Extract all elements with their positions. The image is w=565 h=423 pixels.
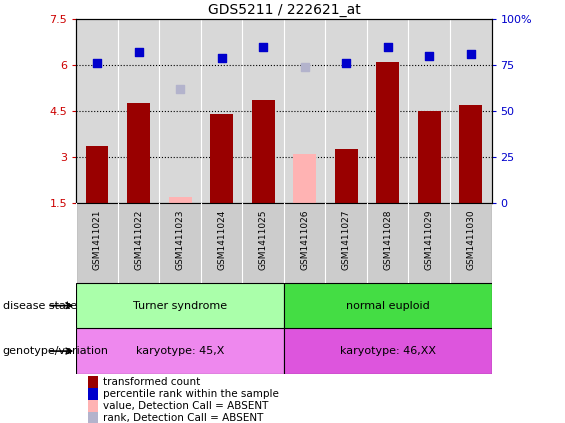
- Point: [93, 60, 102, 66]
- Text: GSM1411021: GSM1411021: [93, 209, 102, 270]
- Bar: [293, 154, 316, 203]
- Text: GSM1411026: GSM1411026: [300, 209, 309, 270]
- Text: percentile rank within the sample: percentile rank within the sample: [103, 389, 279, 399]
- Title: GDS5211 / 222621_at: GDS5211 / 222621_at: [207, 3, 360, 16]
- Text: Turner syndrome: Turner syndrome: [133, 301, 227, 310]
- Text: GSM1411023: GSM1411023: [176, 209, 185, 270]
- Bar: [86, 146, 108, 203]
- Text: transformed count: transformed count: [103, 377, 201, 387]
- Text: GSM1411030: GSM1411030: [466, 209, 475, 270]
- Point: [259, 43, 268, 50]
- Text: GSM1411025: GSM1411025: [259, 209, 268, 270]
- Bar: [459, 105, 482, 203]
- Text: value, Detection Call = ABSENT: value, Detection Call = ABSENT: [103, 401, 269, 411]
- Point: [300, 63, 309, 70]
- Text: genotype/variation: genotype/variation: [3, 346, 109, 356]
- Text: disease state: disease state: [3, 301, 77, 310]
- Bar: [76, 283, 284, 328]
- Point: [342, 60, 351, 66]
- Bar: [169, 197, 192, 203]
- Bar: [210, 114, 233, 203]
- Text: GSM1411028: GSM1411028: [383, 209, 392, 270]
- Text: GSM1411022: GSM1411022: [134, 209, 143, 270]
- Point: [466, 51, 475, 58]
- Bar: [127, 103, 150, 203]
- Point: [383, 43, 392, 50]
- Bar: [76, 203, 492, 283]
- Point: [176, 85, 185, 92]
- Text: GSM1411029: GSM1411029: [425, 209, 434, 270]
- Point: [425, 52, 434, 59]
- Text: normal euploid: normal euploid: [346, 301, 429, 310]
- Bar: [284, 328, 492, 374]
- Bar: [418, 111, 441, 203]
- Text: rank, Detection Call = ABSENT: rank, Detection Call = ABSENT: [103, 412, 264, 423]
- Point: [217, 54, 226, 61]
- Text: GSM1411024: GSM1411024: [217, 209, 226, 270]
- Point: [134, 49, 143, 55]
- Bar: [376, 62, 399, 203]
- Bar: [76, 328, 284, 374]
- Text: karyotype: 45,X: karyotype: 45,X: [136, 346, 224, 356]
- Text: GSM1411027: GSM1411027: [342, 209, 351, 270]
- Bar: [284, 283, 492, 328]
- Text: karyotype: 46,XX: karyotype: 46,XX: [340, 346, 436, 356]
- Bar: [252, 100, 275, 203]
- Bar: [335, 149, 358, 203]
